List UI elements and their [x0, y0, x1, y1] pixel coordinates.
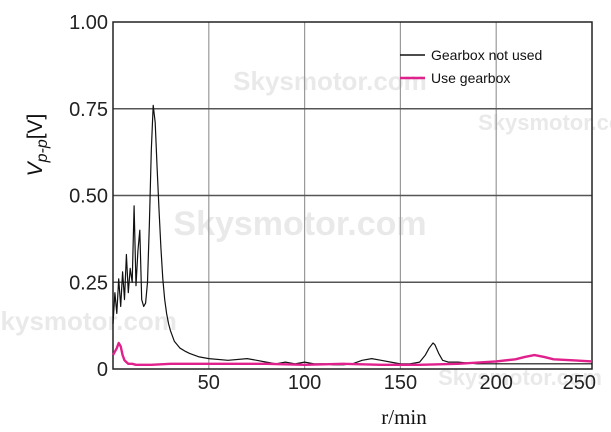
legend-label: Gearbox not used	[431, 47, 542, 63]
x-tick-label: 200	[480, 372, 513, 394]
y-tick-label: 0	[97, 359, 108, 381]
y-tick-label: 0.75	[69, 99, 108, 121]
watermark-text: Skysmotor.com	[478, 110, 611, 135]
x-tick-label: 50	[198, 372, 220, 394]
y-axis-label: Vp-p[V]	[24, 114, 51, 177]
watermark-text: Skysmotor.com	[173, 205, 426, 243]
x-tick-label: 150	[384, 372, 417, 394]
y-tick-label: 1.00	[69, 12, 108, 34]
y-tick-labels: 0 0.25 0.50 0.75 1.00	[69, 12, 108, 381]
grid	[113, 22, 592, 369]
x-tick-labels: 50 100 150 200 250	[198, 372, 596, 394]
watermark-text: Skysmotor.com	[0, 306, 177, 336]
y-tick-label: 0.50	[69, 186, 108, 208]
y-axis-label-main: V	[24, 160, 47, 176]
y-tick-label: 0.25	[69, 272, 108, 294]
series-layer	[111, 104, 593, 366]
series-line-use-gearbox	[111, 341, 593, 366]
y-axis-label-subscript: p-p	[34, 139, 51, 163]
y-axis-label-unit: [V]	[24, 114, 47, 140]
watermark-layer: Skysmotor.com Skysmotor.com Skysmotor.com S…	[0, 66, 611, 390]
x-axis-label: r/min	[381, 405, 427, 429]
x-tick-label: 250	[563, 372, 596, 394]
plot-frame	[112, 21, 593, 370]
legend: Gearbox not used Use gearbox	[400, 47, 542, 86]
series-line-gearbox-not-used	[112, 104, 592, 366]
x-tick-label: 100	[288, 372, 321, 394]
watermark-text: Skysmotor.com	[233, 66, 427, 96]
legend-label: Use gearbox	[431, 70, 510, 86]
